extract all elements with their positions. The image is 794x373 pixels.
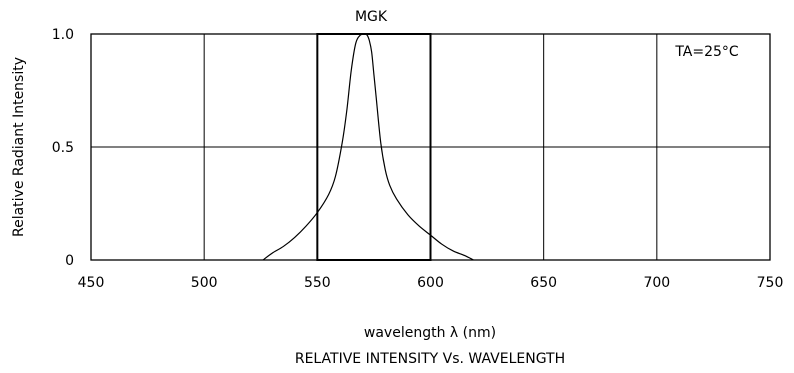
temperature-annotation: TA=25°C [674, 44, 739, 60]
x-tick-label: 600 [417, 275, 444, 291]
x-tick-label: 550 [304, 275, 331, 291]
x-tick-label: 450 [78, 275, 105, 291]
x-tick-labels: 450 500 550 600 650 700 750 [78, 275, 784, 291]
y-tick-labels: 0 0.5 1.0 [52, 27, 74, 269]
series-label: MGK [355, 9, 388, 25]
y-tick-label: 0.5 [52, 140, 74, 156]
x-tick-label: 650 [530, 275, 557, 291]
y-tick-label: 0 [65, 253, 74, 269]
y-axis-label: Relative Radiant Intensity [11, 57, 27, 237]
y-tick-label: 1.0 [52, 27, 74, 43]
spectrum-curve [262, 33, 474, 261]
chart-caption: RELATIVE INTENSITY Vs. WAVELENGTH [295, 351, 565, 367]
x-tick-label: 700 [643, 275, 670, 291]
x-tick-label: 500 [191, 275, 218, 291]
x-tick-label: 750 [757, 275, 784, 291]
plot-frame [90, 33, 771, 261]
x-axis-label: wavelength λ (nm) [364, 325, 496, 341]
